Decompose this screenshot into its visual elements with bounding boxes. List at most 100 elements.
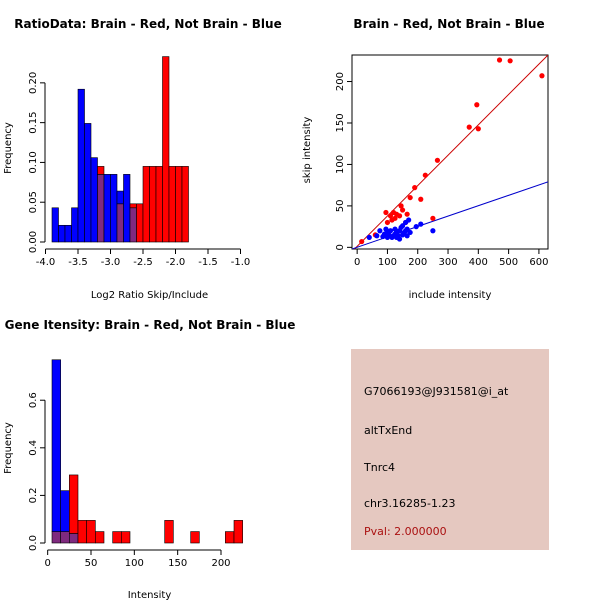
ratio-y-tick-label: 0.15 bbox=[28, 112, 39, 134]
scatter-point-brain bbox=[384, 219, 391, 226]
ratio-x-tick-label: -3.5 bbox=[68, 257, 88, 268]
intensity-bar-not-brain bbox=[51, 359, 61, 532]
ratio-bar-overlap bbox=[97, 174, 105, 243]
scatter-point-brain bbox=[496, 57, 503, 63]
scatter-point-brain bbox=[539, 73, 545, 79]
scatter-y-axis-label: skip intensity bbox=[302, 117, 313, 184]
ratio-bar-overlap bbox=[129, 207, 137, 243]
scatter-point-not-brain bbox=[374, 233, 380, 239]
location-text: chr3.16285-1.23 bbox=[364, 497, 456, 510]
intensity-bar-overlap bbox=[69, 533, 79, 544]
intensity-bar-brain bbox=[190, 531, 200, 544]
intensity-x-tick-label: 200 bbox=[211, 558, 230, 569]
scatter-point-brain bbox=[422, 172, 428, 178]
scatter-x-tick-label: 100 bbox=[378, 257, 397, 268]
intensity-bar-brain bbox=[164, 520, 174, 544]
ratio-bar-not-brain bbox=[123, 174, 131, 243]
scatter-y-tick-label: 0 bbox=[335, 244, 346, 250]
scatter-point-brain bbox=[475, 126, 481, 132]
ratio-bar-brain bbox=[129, 203, 137, 209]
scatter-point-not-brain bbox=[406, 217, 412, 223]
ratio-y-tick-label: 0.05 bbox=[28, 191, 39, 213]
scatter-point-brain bbox=[466, 124, 472, 130]
intensity-y-tick-label: 0.4 bbox=[28, 440, 39, 456]
scatter-point-brain bbox=[399, 207, 406, 213]
scatter-point-not-brain bbox=[404, 226, 410, 232]
scatter-y-tick-label: 200 bbox=[335, 72, 346, 91]
event-type-text: altTxEnd bbox=[364, 424, 413, 437]
scatter-point-brain bbox=[398, 203, 404, 209]
scatter-point-brain bbox=[392, 215, 398, 221]
ratio-y-tick-label: 0.00 bbox=[28, 231, 39, 253]
scatter-point-brain bbox=[387, 213, 394, 219]
ratio-x-tick-label: -4.0 bbox=[36, 257, 56, 268]
scatter-point-not-brain bbox=[407, 229, 413, 236]
intensity-x-tick-label: 50 bbox=[85, 558, 98, 569]
intensity-bar-brain bbox=[233, 520, 243, 544]
ratio-bar-not-brain bbox=[51, 207, 59, 243]
scatter-x-tick-label: 400 bbox=[469, 257, 488, 268]
ratio-bar-brain bbox=[149, 166, 157, 243]
gene-name-text: Tnrc4 bbox=[364, 461, 396, 474]
scatter-point-not-brain bbox=[387, 228, 394, 234]
scatter-point-brain bbox=[404, 211, 410, 217]
gene-info-panel: G7066193@J931581@i_at altTxEnd Tnrc4 chr… bbox=[351, 349, 549, 550]
ratio-bar-brain bbox=[155, 166, 163, 243]
scatter-point-not-brain bbox=[430, 228, 436, 234]
intensity-chart-title: Gene Itensity: Brain - Red, Not Brain - … bbox=[5, 318, 296, 332]
scatter-point-not-brain bbox=[404, 233, 410, 239]
intensity-y-tick-label: 0.6 bbox=[28, 392, 39, 408]
probe-id-text: G7066193@J931581@i_at bbox=[364, 385, 509, 398]
intensity-x-tick-label: 100 bbox=[125, 558, 144, 569]
scatter-point-brain bbox=[507, 58, 513, 64]
intensity-bar-brain bbox=[121, 531, 131, 544]
intensity-bar-brain bbox=[225, 531, 235, 544]
scatter-chart-title: Brain - Red, Not Brain - Blue bbox=[353, 17, 544, 31]
ratio-bar-brain bbox=[181, 166, 189, 243]
scatter-point-not-brain bbox=[399, 223, 406, 229]
intensity-bar-brain bbox=[77, 520, 87, 544]
intensity-y-tick-label: 0.0 bbox=[28, 535, 39, 551]
scatter-x-tick-label: 0 bbox=[354, 257, 360, 268]
scatter-point-brain bbox=[434, 157, 441, 163]
ratio-bar-brain bbox=[175, 166, 183, 243]
ratio-bar-overlap bbox=[116, 203, 124, 243]
scatter-x-tick-label: 200 bbox=[408, 257, 427, 268]
pval-text: Pval: 2.000000 bbox=[364, 525, 447, 538]
scatter-point-not-brain bbox=[377, 228, 383, 234]
intensity-x-tick-label: 150 bbox=[168, 558, 187, 569]
ratio-bar-brain bbox=[142, 166, 150, 243]
intensity-x-axis-label: Intensity bbox=[128, 590, 172, 600]
intensity-bar-overlap bbox=[60, 531, 70, 544]
ratio-bar-brain bbox=[168, 166, 176, 243]
scatter-x-axis-label: include intensity bbox=[409, 290, 492, 301]
scatter-x-tick-label: 500 bbox=[499, 257, 518, 268]
ratio-bar-not-brain bbox=[84, 123, 92, 243]
intensity-bar-not-brain bbox=[60, 490, 70, 532]
ratio-bar-brain bbox=[136, 203, 144, 243]
intensity-bar-brain bbox=[95, 531, 105, 544]
intensity-bar-overlap bbox=[51, 531, 61, 544]
intensity-x-tick-label: 0 bbox=[44, 558, 50, 569]
ratio-x-tick-label: -1.5 bbox=[198, 257, 218, 268]
ratio-bar-not-brain bbox=[71, 207, 79, 243]
ratio-bar-not-brain bbox=[64, 224, 72, 243]
intensity-y-axis-label: Frequency bbox=[3, 422, 14, 474]
ratio-y-axis-label: Frequency bbox=[3, 122, 14, 174]
scatter-plot-frame bbox=[351, 54, 549, 250]
ratio-x-tick-label: -1.0 bbox=[231, 257, 251, 268]
scatter-point-brain bbox=[359, 238, 365, 245]
ratio-x-tick-label: -2.0 bbox=[166, 257, 186, 268]
ratio-bar-brain bbox=[162, 56, 170, 243]
ratio-bar-not-brain bbox=[103, 174, 111, 243]
ratio-chart-title: RatioData: Brain - Red, Not Brain - Blue bbox=[14, 17, 281, 31]
scatter-point-not-brain bbox=[366, 234, 372, 240]
scatter-point-not-brain bbox=[413, 224, 419, 230]
intensity-bar-brain bbox=[86, 520, 96, 544]
scatter-point-brain bbox=[412, 185, 418, 191]
ratio-y-tick-label: 0.10 bbox=[28, 151, 39, 173]
scatter-point-brain bbox=[396, 213, 403, 219]
scatter-y-tick-label: 50 bbox=[335, 200, 346, 213]
ratio-bar-brain bbox=[97, 166, 105, 175]
